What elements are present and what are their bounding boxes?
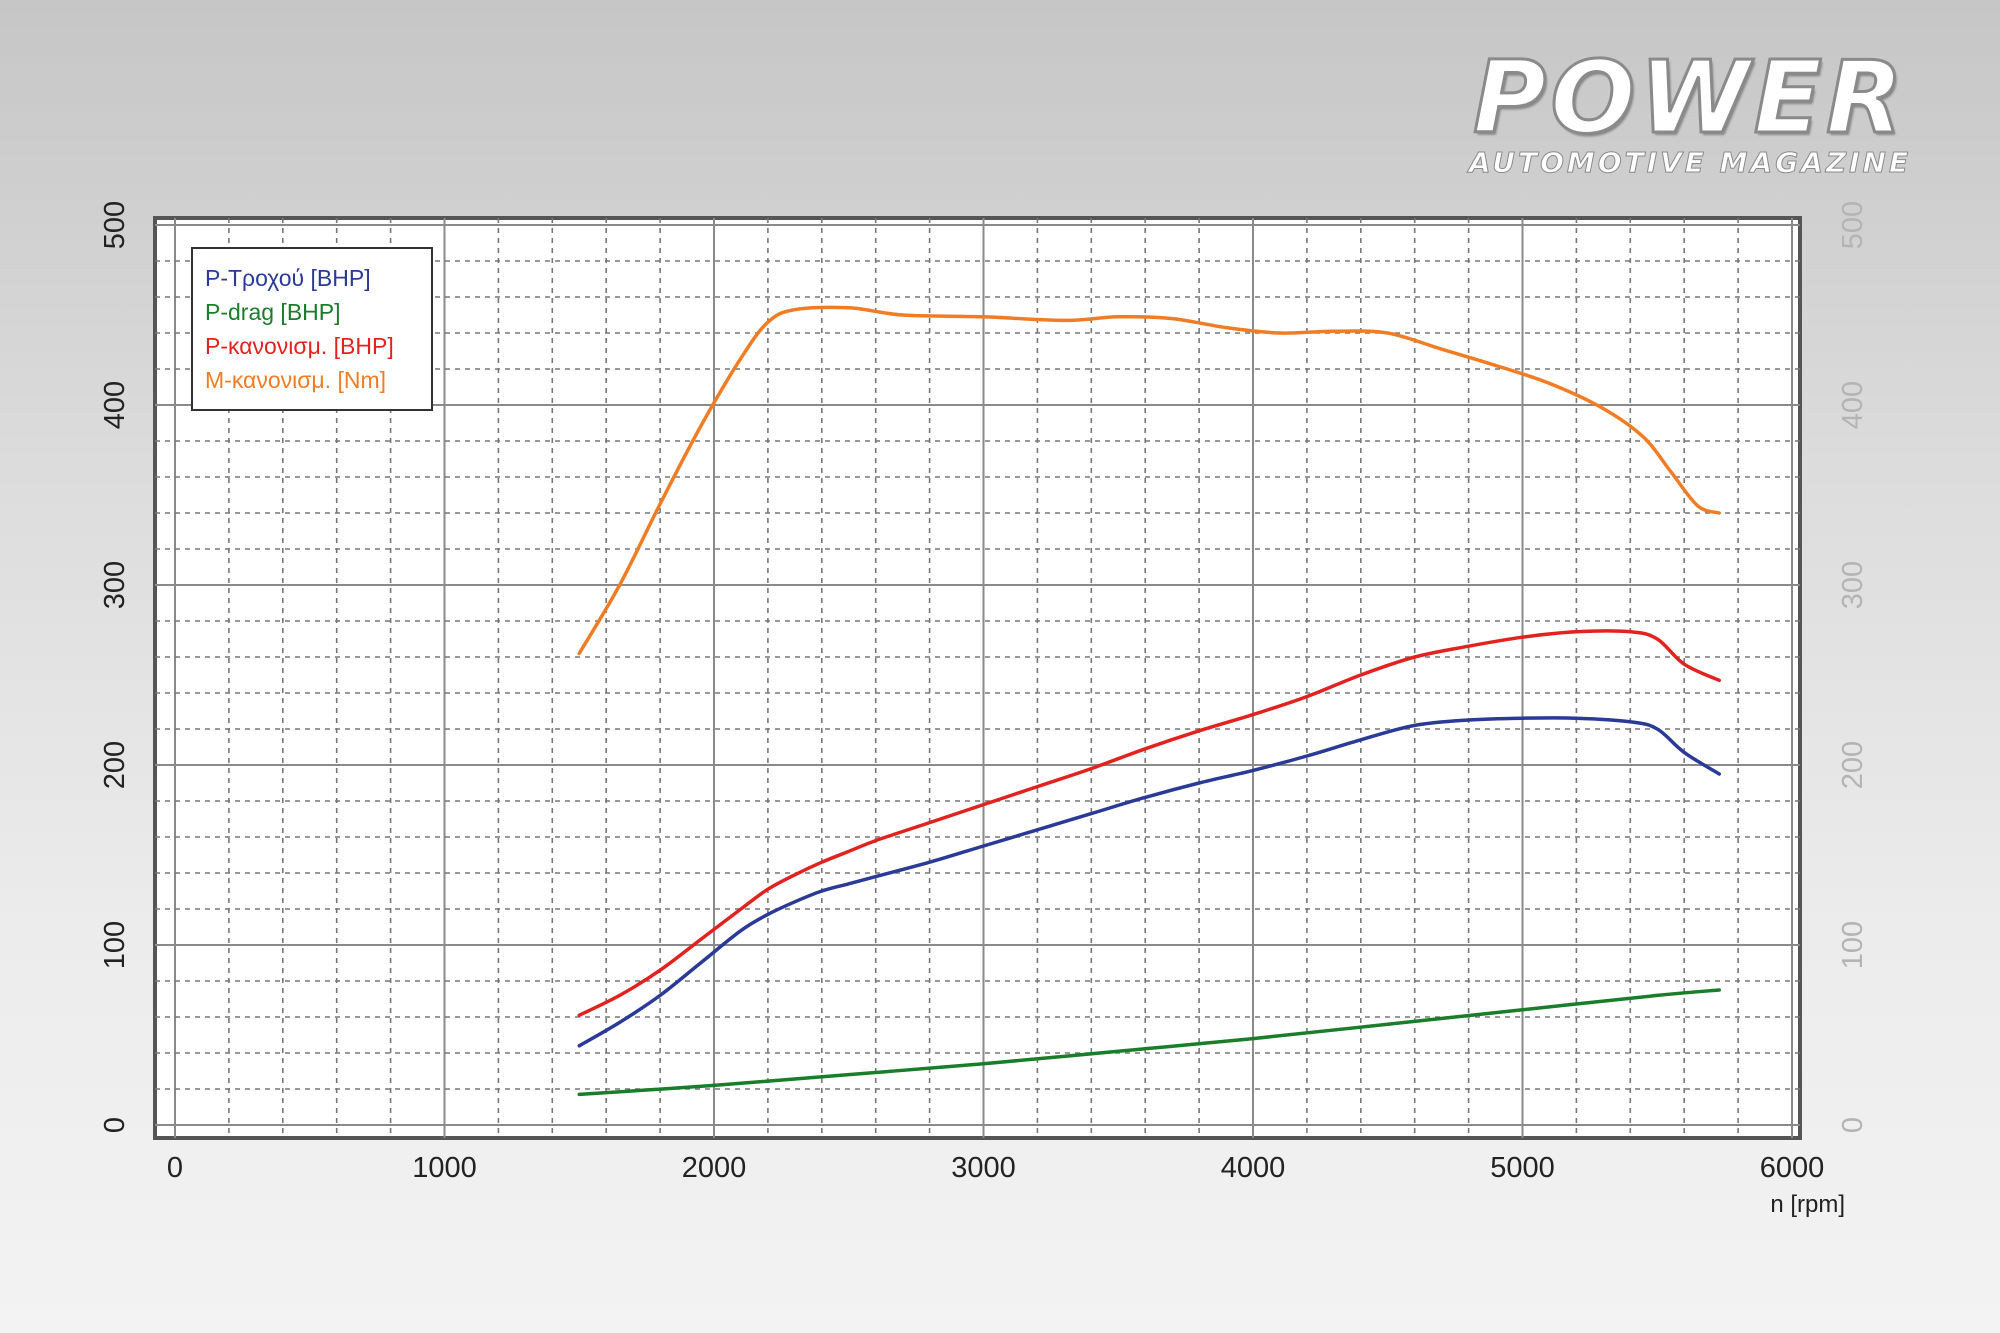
legend-entry-3: P-κανονισμ. [BHP] bbox=[205, 333, 394, 359]
x-tick-label: 3000 bbox=[951, 1152, 1016, 1184]
y-axis-ticks: 0 100 200 300 400 500 bbox=[99, 201, 131, 1133]
y-tick-label: 0 bbox=[99, 1117, 131, 1133]
x-tick-label: 1000 bbox=[412, 1152, 477, 1184]
x-tick-label: 5000 bbox=[1490, 1152, 1555, 1184]
y-axis-right-ticks: 0 100 200 300 400 500 bbox=[1837, 201, 1869, 1133]
x-tick-label: 4000 bbox=[1221, 1152, 1286, 1184]
x-axis-label: n [rpm] bbox=[1770, 1191, 1845, 1218]
y-right-tick-label: 400 bbox=[1837, 381, 1869, 429]
y-tick-label: 500 bbox=[99, 201, 131, 249]
grid bbox=[155, 218, 1800, 1138]
brand-title: POWER bbox=[1472, 39, 1907, 156]
series-group bbox=[577, 305, 1721, 1097]
y-right-tick-label: 100 bbox=[1837, 921, 1869, 969]
legend: P-Τροχού [BHP] P-drag [BHP] P-κανονισμ. [B… bbox=[191, 247, 433, 411]
legend-entry-4: M-κανονισμ. [Nm] bbox=[205, 367, 386, 393]
y-right-tick-label: 300 bbox=[1837, 561, 1869, 609]
x-axis-ticks: 0 1000 2000 3000 4000 5000 6000 bbox=[167, 1152, 1824, 1184]
y-tick-label: 300 bbox=[99, 561, 131, 609]
x-tick-label: 0 bbox=[167, 1152, 183, 1184]
legend-entry-2: P-drag [BHP] bbox=[205, 299, 341, 325]
series-line-1 bbox=[577, 716, 1721, 1048]
y-right-tick-label: 200 bbox=[1837, 741, 1869, 789]
x-tick-label: 6000 bbox=[1760, 1152, 1825, 1184]
series-line-4 bbox=[577, 305, 1721, 656]
y-tick-label: 400 bbox=[99, 381, 131, 429]
y-tick-label: 100 bbox=[99, 921, 131, 969]
brand-subtitle: AUTOMOTIVE MAGAZINE bbox=[1468, 146, 1912, 179]
y-right-tick-label: 0 bbox=[1837, 1117, 1869, 1133]
legend-entry-1: P-Τροχού [BHP] bbox=[205, 265, 371, 291]
y-right-tick-label: 500 bbox=[1837, 201, 1869, 249]
y-tick-label: 200 bbox=[99, 741, 131, 789]
series-line-3 bbox=[577, 629, 1721, 1017]
series-line-2 bbox=[577, 988, 1721, 1097]
x-tick-label: 2000 bbox=[682, 1152, 747, 1184]
brand-logo: POWER AUTOMOTIVE MAGAZINE bbox=[1420, 39, 1960, 178]
legend-box bbox=[191, 247, 433, 411]
